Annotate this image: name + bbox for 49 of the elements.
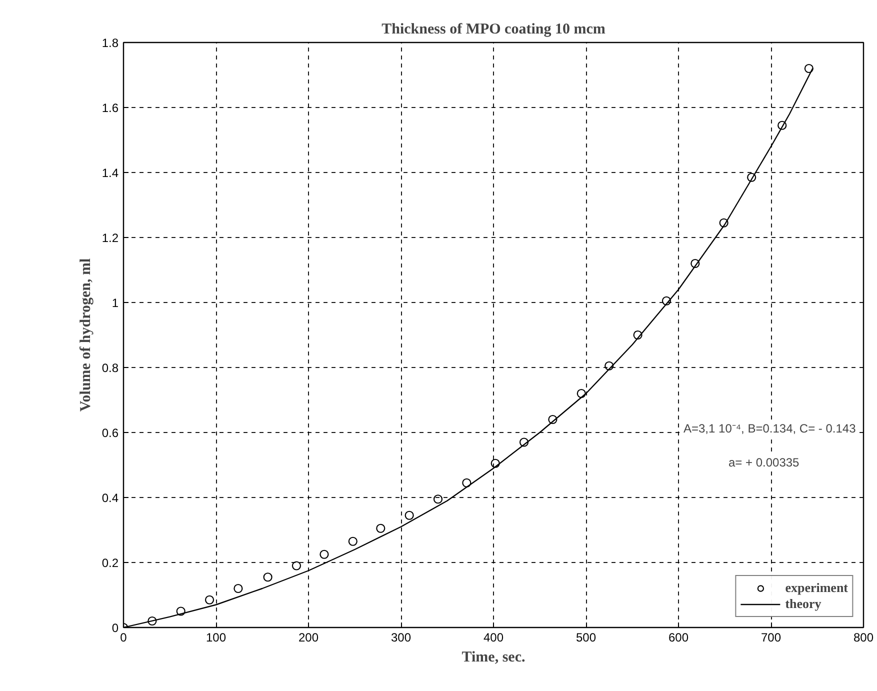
point [548,414,558,424]
x-tick-label: 600 [668,630,689,644]
point [690,258,700,268]
point [376,524,386,533]
x-tick-label: 500 [576,630,596,644]
x-tick-label: 300 [390,630,412,644]
point [176,606,186,616]
x-tick-label: 700 [760,630,782,644]
y-axis-title: Volume of hydrogen, ml [78,258,94,412]
x-tick-label: 400 [483,630,504,644]
point [462,478,472,488]
legend-label: theory [785,596,822,612]
y-tick-label: 0 [112,621,119,635]
x-tick-label: 100 [206,630,226,644]
annotation: A=3,1 10⁻⁴, B=0.134, C= - 0.143 [684,422,856,436]
x-tick-label: 800 [853,630,874,644]
point [662,296,672,306]
y-tick-label: 0.6 [102,426,119,440]
point [519,438,529,447]
y-tick-label: 0.4 [102,491,119,505]
point [348,536,358,546]
point [433,494,443,504]
point [719,218,728,228]
point [490,458,500,468]
point [234,584,243,594]
x-tick-label: 0 [120,630,128,644]
chart-title: Thickness of MPO coating 10 mcm [382,22,606,38]
point [778,120,787,130]
point [320,550,329,559]
y-tick-label: 1.4 [102,166,119,180]
point [576,388,586,398]
point [263,572,272,582]
x-tick-label: 200 [298,630,319,644]
point [633,330,642,340]
y-tick-label: 0.2 [102,556,119,570]
point [747,172,756,182]
point [148,616,157,626]
point [292,561,302,570]
point [604,361,614,370]
annotation: a= + 0.00335 [728,456,800,470]
y-tick-label: 1.2 [102,231,119,245]
x-axis-title: Time, sec. [462,650,526,666]
legend-label: experiment [785,580,848,596]
y-tick-label: 0.8 [102,361,119,375]
y-tick-label: 1.8 [102,36,119,50]
y-tick-label: 1.6 [102,101,119,115]
point [404,510,414,520]
y-tick-label: 1 [112,296,119,310]
point [204,595,214,604]
